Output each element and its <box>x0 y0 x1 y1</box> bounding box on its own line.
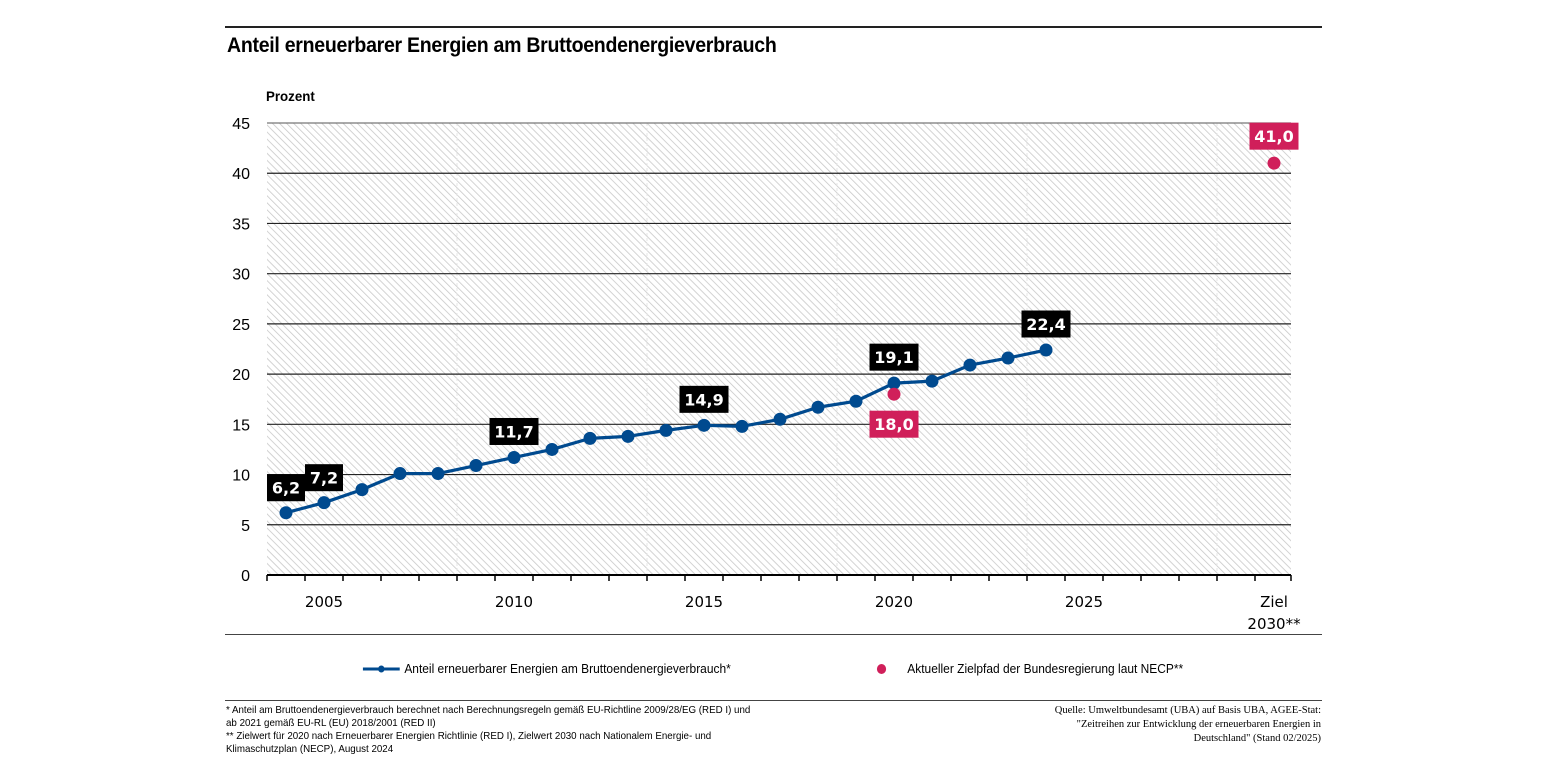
data-label-box <box>305 464 343 492</box>
data-label: 6,2 <box>272 479 300 498</box>
y-tick-label: 35 <box>232 216 250 233</box>
y-axis-ticks: 0 5 10 15 20 25 30 35 40 45 <box>232 116 250 585</box>
x-tick-label: 2025 <box>1065 593 1103 611</box>
legend-dot-icon <box>876 663 887 674</box>
x-tick-label: 2020 <box>875 593 913 611</box>
y-tick-label: 45 <box>232 116 250 133</box>
top-rule <box>225 26 1322 28</box>
series-points-group <box>279 343 1053 520</box>
data-label-box <box>679 385 729 413</box>
footnote-line: ** Zielwert für 2020 nach Erneuerbarer E… <box>226 730 712 742</box>
target-label: 41,0 <box>1254 127 1293 146</box>
y-tick-label: 40 <box>232 166 250 183</box>
data-label: 19,1 <box>874 348 913 367</box>
data-point <box>849 394 863 408</box>
footnote-line: ab 2021 gemäß EU-RL (EU) 2018/2001 (RED … <box>226 717 436 729</box>
legend-line-dot-icon <box>362 665 400 672</box>
data-point <box>583 431 597 445</box>
data-label: 7,2 <box>310 469 338 488</box>
data-label-box <box>869 343 919 371</box>
data-label-box <box>267 474 305 502</box>
data-point <box>621 429 635 443</box>
data-label: 14,9 <box>684 390 723 409</box>
legend-item-share: Anteil erneuerbarer Energien am Bruttoen… <box>362 661 731 676</box>
target-label-box <box>1249 122 1299 150</box>
y-tick-label: 20 <box>232 367 250 384</box>
x-tick-label-line2: 2030** <box>1247 615 1301 633</box>
legend-label-share: Anteil erneuerbarer Energien am Bruttoen… <box>404 661 731 676</box>
plot-background <box>267 123 1291 575</box>
data-point <box>963 358 977 372</box>
divider-rule <box>225 634 1322 635</box>
legend-item-target: Aktueller Zielpfad der Bundesregierung l… <box>876 661 1183 676</box>
footnote-rule <box>225 700 1322 701</box>
data-point <box>925 374 939 388</box>
x-tick-label: Ziel <box>1260 593 1288 611</box>
data-label: 22,4 <box>1026 315 1065 334</box>
plot-area <box>267 123 1291 575</box>
x-tick-label: 2005 <box>305 593 343 611</box>
data-point <box>393 467 407 481</box>
data-label-box <box>489 417 539 445</box>
y-axis-label: Prozent <box>266 88 315 104</box>
target-label: 18,0 <box>874 415 913 434</box>
legend-label-target: Aktueller Zielpfad der Bundesregierung l… <box>907 661 1184 676</box>
target-points-group <box>887 156 1281 401</box>
y-tick-label: 15 <box>232 417 250 434</box>
footnote-line: * Anteil am Bruttoendenergieverbrauch be… <box>226 704 751 716</box>
data-point <box>469 459 483 473</box>
data-point <box>697 418 711 432</box>
data-point <box>887 376 901 390</box>
y-tick-label: 30 <box>232 267 250 284</box>
footnotes: * Anteil am Bruttoendenergieverbrauch be… <box>226 704 840 756</box>
footnote-line: Klimaschutzplan (NECP), August 2024 <box>226 743 394 755</box>
vertical-gridlines <box>456 123 1218 575</box>
target-point <box>887 387 901 401</box>
target-label-box <box>869 410 919 438</box>
x-axis: 2005 2010 2015 2020 2025 Ziel 2030** <box>266 574 1301 633</box>
data-point <box>735 419 749 433</box>
data-label-box <box>1021 310 1071 338</box>
data-point <box>355 483 369 497</box>
chart-title: Anteil erneuerbarer Energien am Bruttoen… <box>227 34 777 57</box>
data-label: 11,7 <box>494 422 533 441</box>
target-point <box>1267 156 1281 170</box>
data-point <box>279 506 293 520</box>
data-point <box>773 412 787 426</box>
source-note: Quelle: Umweltbundesamt (UBA) auf Basis … <box>961 704 1321 746</box>
y-tick-label: 0 <box>241 568 250 585</box>
data-point <box>545 442 559 456</box>
data-point <box>317 496 331 510</box>
data-point <box>811 400 825 414</box>
data-point <box>659 423 673 437</box>
source-line: Quelle: Umweltbundesamt (UBA) auf Basis … <box>1054 705 1321 716</box>
data-point <box>1039 343 1053 357</box>
source-line: Deutschland" (Stand 02/2025) <box>1193 733 1321 744</box>
y-tick-label: 5 <box>241 518 250 535</box>
data-labels-group: 6,2 7,2 11,7 14,9 19,1 22,4 18,0 41,0 <box>267 122 1299 502</box>
y-tick-label: 10 <box>232 468 250 485</box>
data-point <box>1001 351 1015 365</box>
source-line: "Zeitreihen zur Entwicklung der erneuerb… <box>1076 719 1321 730</box>
data-point <box>431 467 445 481</box>
x-tick-label: 2015 <box>685 593 723 611</box>
x-tick-label: 2010 <box>495 593 533 611</box>
data-point <box>507 450 521 464</box>
y-tick-label: 25 <box>232 317 250 334</box>
